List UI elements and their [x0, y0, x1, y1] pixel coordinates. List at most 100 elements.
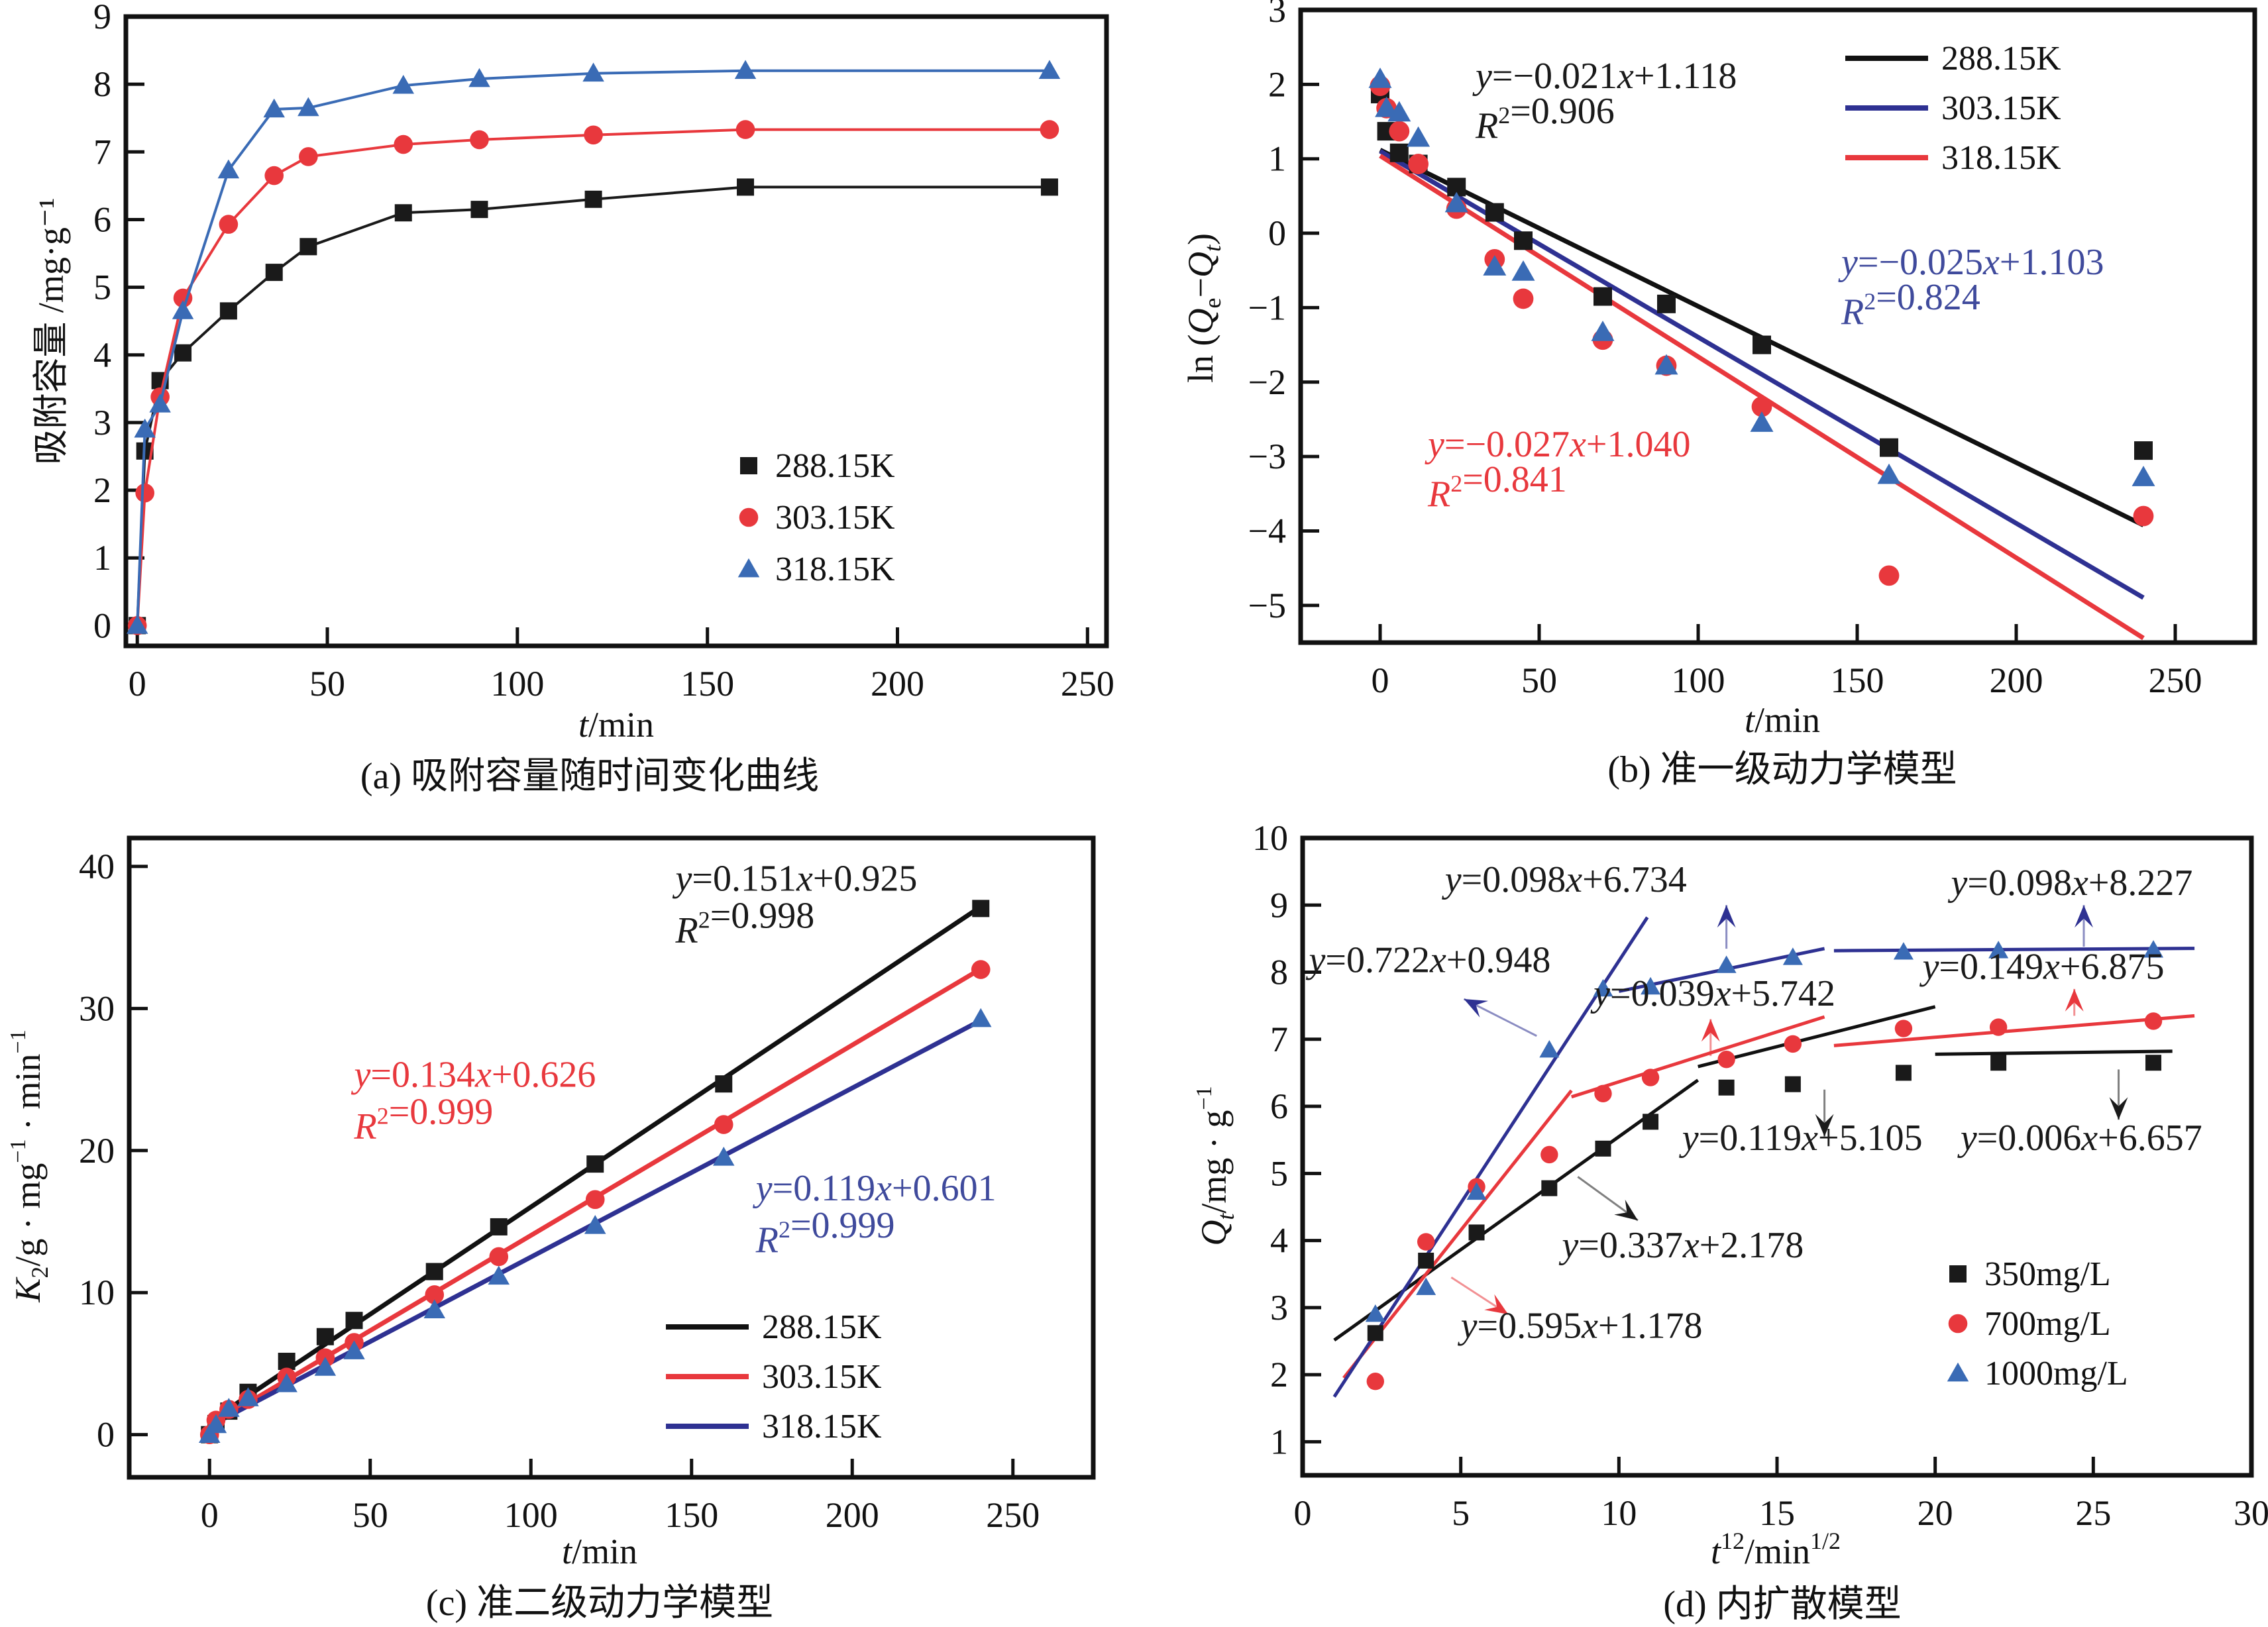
- data-point-288.15K: [490, 1218, 508, 1235]
- data-marks: [1365, 940, 2164, 1391]
- data-point-318.15K: [1038, 60, 1061, 79]
- data-point-288.15K: [470, 201, 488, 219]
- y-tick-label: 1: [93, 538, 111, 578]
- data-point-318.15K: [218, 1398, 240, 1417]
- plot-frame: [127, 835, 1096, 1480]
- fit-equation: y=0.119x+5.105: [1679, 1118, 1923, 1159]
- legend-label: 288.15K: [762, 1308, 882, 1346]
- x-tick-label: 200: [871, 664, 924, 704]
- x-tick-label: 100: [1672, 660, 1725, 700]
- legend-item: 303.15K: [739, 499, 895, 537]
- legend-label: 318.15K: [775, 551, 895, 588]
- fit-equation: y=0.098x+8.227: [1948, 863, 2193, 904]
- legend-item: 318.15K: [1845, 139, 2061, 177]
- x-tick-label: 0: [1372, 660, 1389, 700]
- data-point-318.15K: [468, 68, 490, 87]
- legend-label: 288.15K: [775, 447, 895, 485]
- fit-segment-350mg/L: [1935, 1049, 2173, 1056]
- data-point-318.15K: [584, 1214, 606, 1234]
- data-point-350mg/L: [1541, 1180, 1558, 1196]
- fit-equation: y=0.098x+6.734: [1442, 859, 1687, 900]
- data-point-303.15K: [394, 134, 413, 154]
- data-point-303.15K: [1408, 154, 1429, 174]
- data-point-288.15K: [584, 190, 602, 208]
- legend-label: 288.15K: [1941, 40, 2061, 78]
- y-tick-label: 5: [1270, 1153, 1288, 1193]
- y-tick-label: 0: [97, 1415, 115, 1455]
- y-tick-label: 2: [93, 470, 111, 510]
- arrow-icon: [1463, 998, 1537, 1037]
- data-point-350mg/L: [1895, 1065, 1912, 1081]
- y-tick-label: 9: [93, 0, 111, 36]
- data-point-303.15K: [219, 215, 239, 234]
- arrow-icon: [1701, 1019, 1720, 1057]
- data-point-318.15K: [343, 1340, 365, 1359]
- data-point-318.15K: [713, 1147, 735, 1166]
- axis-ticks: 0 50 100 150 200 250 3 2 1 0 −1 −2 −3 −4 −5: [1248, 0, 2202, 700]
- legend-item: 288.15K: [666, 1308, 882, 1346]
- axis-ticks: 0 50 100 150 200 250 0 10 20 30 40: [79, 847, 1040, 1535]
- panel-c-pseudo-second-order: 0 50 100 150 200 250 0 10 20 30 40 288.15K 303.15K 3…: [6, 835, 1096, 1624]
- data-point-303.15K: [971, 960, 991, 979]
- fit-segment-700mg/L: [1833, 1014, 2195, 1047]
- panel-caption: (c) 准二级动力学模型: [426, 1583, 773, 1624]
- data-point-350mg/L: [1418, 1252, 1434, 1269]
- arrow-icon: [1717, 905, 1736, 949]
- y-tick-label: 30: [79, 988, 115, 1028]
- data-marks: [199, 900, 992, 1444]
- data-point-318.15K: [297, 97, 319, 117]
- annotation-arrows: [1450, 905, 2128, 1316]
- data-point-318.15K: [263, 98, 285, 118]
- y-tick-label: −2: [1248, 362, 1286, 402]
- data-point-700mg/L: [1717, 1050, 1735, 1069]
- legend-item: 303.15K: [1845, 89, 2061, 127]
- fit-segment-350mg/L: [1698, 1005, 1936, 1069]
- y-tick-label: 3: [93, 403, 111, 443]
- data-point-318.15K: [149, 394, 171, 413]
- y-tick-label: 10: [79, 1273, 115, 1312]
- series-line-318.15K: [136, 69, 1050, 626]
- x-tick-label: 150: [1831, 660, 1884, 700]
- data-point-318.15K: [1444, 191, 1468, 213]
- data-point-1000mg/L: [1641, 976, 1661, 995]
- legend: 288.15K 303.15K 318.15K: [1845, 40, 2061, 177]
- data-point-700mg/L: [1417, 1233, 1435, 1251]
- x-tick-label: 15: [1759, 1493, 1795, 1533]
- data-point-350mg/L: [1595, 1140, 1611, 1157]
- data-point-318.15K: [392, 74, 415, 94]
- data-point-288.15K: [1593, 287, 1612, 306]
- legend-item: 318.15K: [666, 1408, 882, 1445]
- data-point-1000mg/L: [1593, 978, 1613, 997]
- arrow-icon: [1815, 1089, 1834, 1137]
- y-tick-label: 10: [1252, 818, 1288, 858]
- y-tick-label: 40: [79, 847, 115, 886]
- fit-line-303.15K: [1379, 149, 2145, 600]
- legend-label: 318.15K: [762, 1408, 882, 1445]
- plot-frame: [1298, 7, 2257, 645]
- fit-segment-700mg/L: [1570, 1015, 1825, 1099]
- data-point-1000mg/L: [1988, 941, 2009, 959]
- data-point-350mg/L: [1367, 1325, 1383, 1341]
- axis-ticks: 0 5 10 15 20 25 30 1 2 3 4 5 6 7 8 9 10: [1252, 818, 2268, 1533]
- data-point-288.15K: [1389, 143, 1409, 162]
- data-point-700mg/L: [1784, 1035, 1802, 1053]
- data-point-303.15K: [470, 130, 489, 150]
- data-point-288.15K: [299, 238, 317, 256]
- fit-r-squared: R2=0.998: [675, 895, 815, 951]
- arrow-icon: [2075, 905, 2094, 947]
- data-point-288.15K: [219, 302, 237, 320]
- x-tick-label: 200: [826, 1495, 879, 1535]
- data-point-318.15K: [217, 159, 240, 179]
- panel-a-adsorption-capacity: 0 50 100 150 200 250 0 1 2 3 4 5 6 7 8 9 288.15K 303.15K…: [31, 0, 1114, 797]
- y-axis-label: 吸附容量 /mg·g⁻¹: [31, 197, 71, 464]
- data-point-303.15K: [584, 125, 603, 145]
- data-point-318.15K: [734, 60, 757, 79]
- data-marks: [126, 60, 1061, 635]
- y-tick-label: 7: [1270, 1020, 1288, 1059]
- fit-equation: y=0.149x+6.875: [1919, 947, 2165, 988]
- x-tick-label: 0: [1294, 1493, 1312, 1533]
- data-point-350mg/L: [1643, 1114, 1659, 1130]
- data-point-288.15K: [1753, 335, 1771, 354]
- fit-segment-1000mg/L: [1833, 947, 2195, 953]
